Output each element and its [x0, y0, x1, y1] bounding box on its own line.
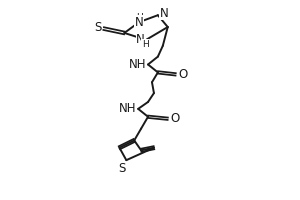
- Text: H: H: [136, 13, 143, 22]
- Text: H: H: [142, 40, 148, 49]
- Text: N: N: [136, 33, 145, 46]
- Text: O: O: [170, 112, 180, 125]
- Text: O: O: [178, 68, 188, 81]
- Text: NH: NH: [129, 58, 146, 71]
- Text: N: N: [135, 16, 143, 29]
- Text: S: S: [94, 21, 102, 34]
- Text: NH: NH: [119, 102, 136, 115]
- Text: N: N: [160, 7, 168, 20]
- Text: S: S: [118, 162, 125, 175]
